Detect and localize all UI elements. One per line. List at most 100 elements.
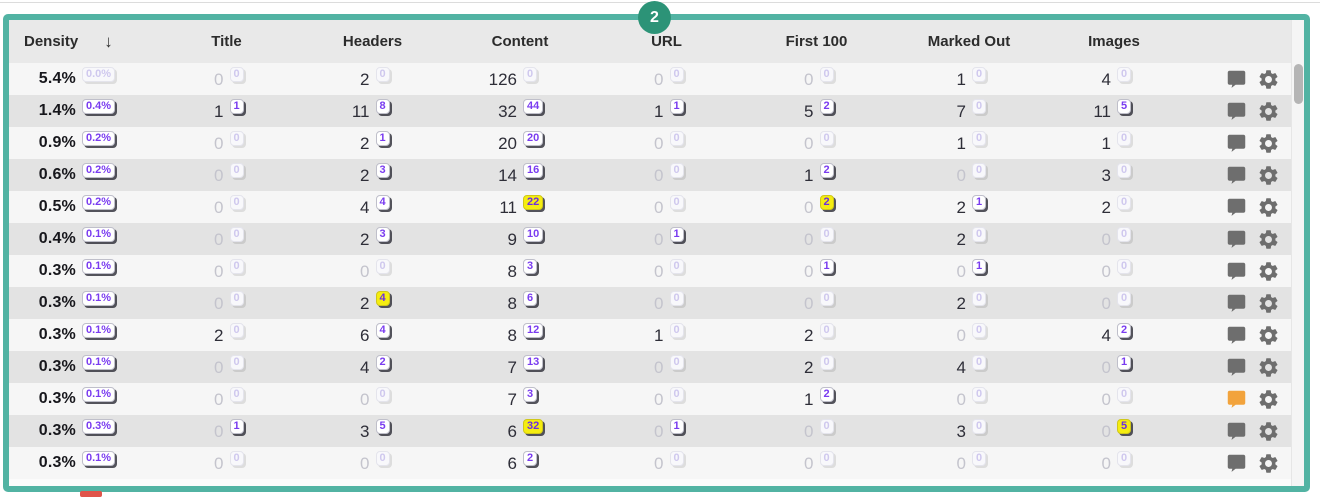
table-row[interactable]: 0.3% 0.1% 0 0 0 0 7 3 0 0 1 2 0 0 0 0: [9, 383, 1291, 415]
gear-icon[interactable]: [1257, 420, 1280, 443]
density-cell[interactable]: 0.3% 0.1%: [9, 259, 154, 280]
content-cell[interactable]: 7 13: [446, 355, 594, 376]
gear-icon[interactable]: [1257, 196, 1280, 219]
vertical-scrollbar-track[interactable]: [1291, 20, 1304, 486]
comment-icon[interactable]: [1225, 68, 1248, 91]
gear-icon[interactable]: [1257, 292, 1280, 315]
column-header-first-100[interactable]: First 100: [739, 33, 894, 50]
comment-icon[interactable]: [1225, 324, 1248, 347]
content-cell[interactable]: 126 0: [446, 67, 594, 88]
density-cell[interactable]: 0.3% 0.1%: [9, 291, 154, 312]
density-cell[interactable]: 5.4% 0.0%: [9, 67, 154, 88]
images-cell[interactable]: 11 5: [1044, 99, 1184, 120]
comment-icon[interactable]: [1225, 132, 1248, 155]
table-row[interactable]: 0.5% 0.2% 0 0 4 4 11 22 0 0 0 2 2 1 2 0: [9, 191, 1291, 223]
table-row[interactable]: 0.3% 0.1% 0 0 4 2 7 13 0 0 2 0 4 0 0 1: [9, 351, 1291, 383]
comment-icon[interactable]: [1225, 260, 1248, 283]
density-cell[interactable]: 0.4% 0.1%: [9, 227, 154, 248]
column-header-marked-out[interactable]: Marked Out: [894, 33, 1044, 50]
gear-icon[interactable]: [1257, 452, 1280, 475]
column-header-url[interactable]: URL: [594, 33, 739, 50]
comment-icon[interactable]: [1225, 388, 1248, 411]
density-cell[interactable]: 0.3% 0.1%: [9, 451, 154, 472]
gear-icon[interactable]: [1257, 324, 1280, 347]
content-cell[interactable]: 9 10: [446, 227, 594, 248]
table-row[interactable]: 0.3% 0.1% 2 0 6 4 8 12 1 0 2 0 0 0 4 2: [9, 319, 1291, 351]
gear-icon[interactable]: [1257, 132, 1280, 155]
density-cell[interactable]: 1.4% 0.4%: [9, 99, 154, 120]
content-cell[interactable]: 6 32: [446, 419, 594, 440]
density-cell[interactable]: 0.3% 0.1%: [9, 387, 154, 408]
table-row[interactable]: 0.6% 0.2% 0 0 2 3 14 16 0 0 1 2 0 0 3 0: [9, 159, 1291, 191]
content-cell[interactable]: 14 16: [446, 163, 594, 184]
table-row[interactable]: 0.3% 0.1% 0 0 0 0 6 2 0 0 0 0 0 0 0 0: [9, 447, 1291, 479]
table-row[interactable]: 0.3% 0.3% 0 1 3 5 6 32 0 1 0 0 3 0 0 5: [9, 415, 1291, 447]
headers-cell[interactable]: 11 8: [299, 99, 446, 120]
gear-icon[interactable]: [1257, 388, 1280, 411]
content-cell[interactable]: 32 44: [446, 99, 594, 120]
content-cell[interactable]: 11 22: [446, 195, 594, 216]
column-header-density[interactable]: Density ↓: [9, 33, 154, 50]
comment-icon[interactable]: [1225, 452, 1248, 475]
comment-icon[interactable]: [1225, 196, 1248, 219]
content-cell[interactable]: 8 12: [446, 323, 594, 344]
vertical-scrollbar-thumb[interactable]: [1294, 64, 1303, 104]
content-cell[interactable]: 20 20: [446, 131, 594, 152]
gear-icon[interactable]: [1257, 164, 1280, 187]
column-header-headers[interactable]: Headers: [299, 33, 446, 50]
comment-icon[interactable]: [1225, 164, 1248, 187]
